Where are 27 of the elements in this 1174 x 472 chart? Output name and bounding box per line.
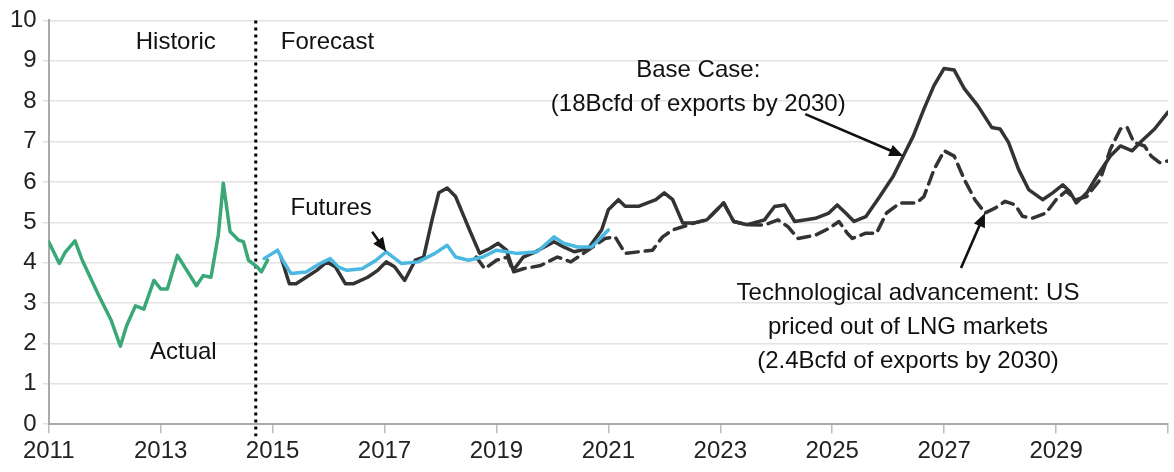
x-tick-label: 2027 (917, 436, 971, 464)
x-tick-label: 2011 (22, 436, 75, 464)
annotation: Forecast (280, 27, 375, 55)
y-tick-label: 4 (23, 247, 37, 275)
x-tick-label: 2013 (133, 436, 188, 464)
y-tick-label: 9 (23, 45, 37, 73)
series-label: Actual (149, 336, 217, 364)
y-tick-label: 3 (23, 287, 37, 315)
y-tick-label: 8 (23, 85, 37, 113)
y-tick-label: 1 (23, 368, 37, 396)
y-tick-label: 5 (23, 206, 37, 234)
x-tick-label: 2017 (357, 436, 412, 464)
annotation: Technological advancement: US priced out of LNG markets (2.4Bcfd of exports by 2030) (736, 277, 1080, 373)
x-tick-label: 2029 (1029, 436, 1083, 464)
annotation: Historic (135, 27, 216, 55)
y-tick-label: 2 (23, 328, 37, 356)
y-tick-label: 7 (23, 126, 37, 154)
x-tick-label: 2023 (693, 436, 747, 464)
x-tick-label: 2025 (805, 436, 859, 464)
y-tick-label: 0 (23, 408, 37, 436)
x-tick-label: 2019 (469, 436, 524, 464)
y-tick-label: 6 (23, 166, 37, 194)
annotation: Base Case: (18Bcfd of exports by 2030) (550, 54, 846, 116)
x-tick-label: 2015 (245, 436, 300, 464)
y-tick-label: 10 (9, 5, 37, 33)
series-label: Futures (290, 193, 372, 221)
x-tick-label: 2021 (581, 436, 636, 464)
